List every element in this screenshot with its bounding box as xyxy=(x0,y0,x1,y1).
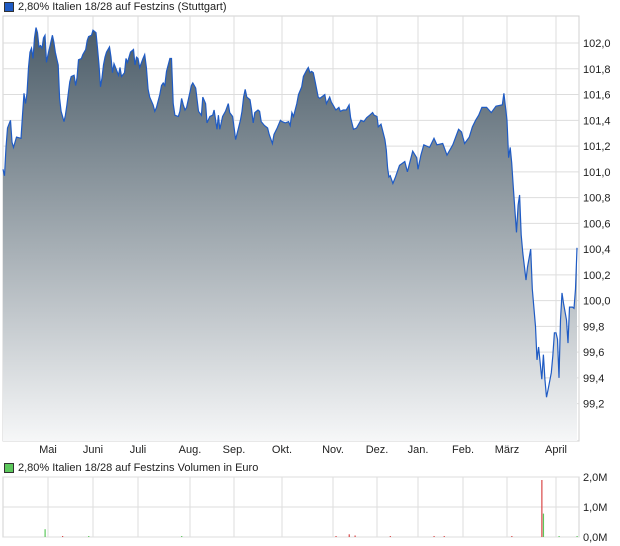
volume-bar xyxy=(88,536,90,537)
price-y-tick-label: 100,4 xyxy=(583,244,611,256)
volume-bar xyxy=(62,536,64,537)
volume-bar xyxy=(443,536,445,537)
volume-bar xyxy=(576,536,578,537)
price-y-tick-label: 100,6 xyxy=(583,218,611,230)
x-tick-label: April xyxy=(545,444,567,456)
x-tick-label: Mai xyxy=(39,444,57,456)
price-line xyxy=(2,27,578,398)
x-tick-label: Okt. xyxy=(272,444,292,456)
x-tick-label: Dez. xyxy=(366,444,389,456)
volume-legend: 2,80% Italien 18/28 auf Festzins Volumen… xyxy=(4,461,258,475)
price-y-tick-label: 101,4 xyxy=(583,115,611,127)
price-y-tick-label: 100,8 xyxy=(583,193,611,205)
volume-bar xyxy=(389,536,391,537)
price-legend-label: 2,80% Italien 18/28 auf Festzins (Stuttg… xyxy=(18,1,227,13)
price-legend: 2,80% Italien 18/28 auf Festzins (Stuttg… xyxy=(4,0,227,14)
volume-bar xyxy=(433,536,435,537)
price-y-tick-label: 99,8 xyxy=(583,321,604,333)
price-y-tick-label: 101,8 xyxy=(583,64,611,76)
x-tick-label: Nov. xyxy=(322,444,344,456)
x-tick-label: Jan. xyxy=(408,444,429,456)
volume-bar xyxy=(335,536,337,537)
price-legend-swatch xyxy=(4,2,14,12)
price-y-tick-label: 99,2 xyxy=(583,399,604,411)
volume-bar xyxy=(511,536,513,537)
volume-y-tick-label: 1,0M xyxy=(583,502,607,514)
price-area xyxy=(3,27,577,441)
price-y-tick-label: 100,2 xyxy=(583,270,611,282)
volume-legend-swatch xyxy=(4,463,14,473)
x-tick-label: Juli xyxy=(130,444,147,456)
volume-bar xyxy=(354,535,356,537)
price-y-tick-label: 101,2 xyxy=(583,141,611,153)
x-tick-label: Aug. xyxy=(179,444,202,456)
volume-bar xyxy=(542,513,545,537)
volume-bar xyxy=(541,480,543,537)
price-y-tick-label: 99,4 xyxy=(583,373,604,385)
price-y-tick-label: 100,0 xyxy=(583,296,611,308)
x-tick-label: März xyxy=(495,444,519,456)
x-tick-label: Feb. xyxy=(452,444,474,456)
price-y-tick-label: 101,0 xyxy=(583,167,611,179)
price-y-tick-label: 99,6 xyxy=(583,347,604,359)
volume-legend-label: 2,80% Italien 18/28 auf Festzins Volumen… xyxy=(18,462,259,474)
volume-bar xyxy=(44,529,46,537)
volume-bar xyxy=(558,536,560,537)
price-y-tick-label: 101,6 xyxy=(583,90,611,102)
price-y-tick-label: 102,0 xyxy=(583,38,611,50)
x-tick-label: Juni xyxy=(83,444,103,456)
x-tick-label: Sep. xyxy=(223,444,246,456)
volume-y-tick-label: 2,0M xyxy=(583,472,607,484)
volume-bar xyxy=(181,536,183,537)
volume-y-tick-label: 0,0M xyxy=(583,532,607,544)
volume-bar xyxy=(348,534,350,537)
